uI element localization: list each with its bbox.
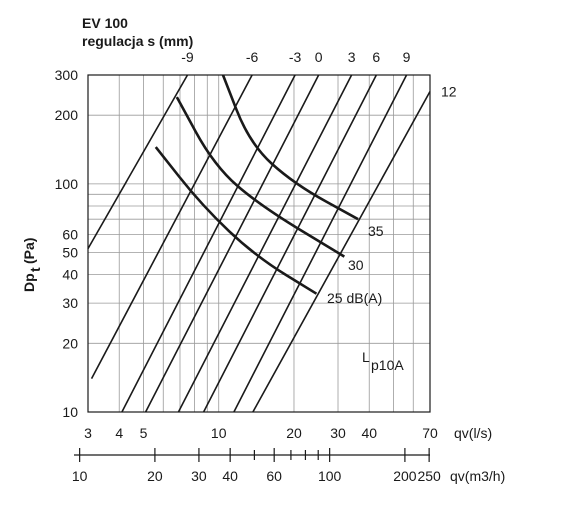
x-axis-label: qv(l/s) — [454, 425, 492, 441]
y-tick-label: 20 — [62, 335, 78, 351]
x-tick-label: 4 — [115, 425, 123, 441]
x2-tick-label: 30 — [191, 468, 207, 484]
x-tick-label: 30 — [330, 425, 346, 441]
y-axis-label: Dp t (Pa) — [21, 238, 43, 292]
x-tick-label: 10 — [211, 425, 227, 441]
noise-level-label: L p10A — [362, 349, 404, 373]
setting-label: 6 — [372, 49, 380, 65]
x2-tick-label: 60 — [266, 468, 282, 484]
x-tick-label: 20 — [286, 425, 302, 441]
y-tick-label: 100 — [55, 176, 79, 192]
setting-label: 0 — [315, 49, 323, 65]
setting-label: -3 — [289, 49, 302, 65]
setting-label: -9 — [181, 49, 194, 65]
y-tick-label: 10 — [62, 404, 78, 420]
y-tick-label: 200 — [55, 107, 79, 123]
noise-curve-label: 25 dB(A) — [327, 290, 382, 306]
setting-label: -6 — [246, 49, 259, 65]
axis-layer: 10 20 30 40 50 60 100 200 300 3 4 5 10 20 30 40 70 10 20 30… — [55, 67, 441, 484]
x2-tick-label: 20 — [147, 468, 163, 484]
x2-tick-label: 40 — [222, 468, 238, 484]
noise-curve-label: 35 — [368, 223, 384, 239]
setting-label: 9 — [403, 49, 411, 65]
series-layer — [87, 74, 431, 413]
plot-frame — [87, 74, 431, 413]
noise-level-label-main: L — [362, 349, 370, 365]
setting-line — [144, 74, 320, 413]
y-tick-label: 30 — [62, 295, 78, 311]
setting-line — [90, 74, 253, 380]
noise-curve — [221, 74, 359, 221]
setting-line — [202, 74, 378, 413]
label-layer: -9 -6 -3 0 3 6 9 12 25 dB(A) 30 35 — [181, 49, 457, 306]
x-tick-label: 40 — [361, 425, 377, 441]
x2-tick-label: 250 — [417, 468, 441, 484]
y-axis-label-unit: (Pa) — [21, 238, 37, 264]
y-tick-label: 300 — [55, 67, 79, 83]
y-axis-label-subscript: t — [27, 267, 43, 272]
x-tick-label: 70 — [422, 425, 438, 441]
y-tick-label: 60 — [62, 226, 78, 242]
noise-level-label-sub: p10A — [371, 357, 404, 373]
y-axis-label-main: Dp — [21, 273, 37, 292]
chart-subtitle: regulacja s (mm) — [82, 33, 193, 49]
setting-line — [87, 74, 189, 250]
setting-label: 3 — [348, 49, 356, 65]
setting-line — [121, 74, 296, 413]
chart-title: EV 100 — [82, 15, 128, 31]
x2-tick-label: 10 — [72, 468, 88, 484]
x-tick-label: 5 — [140, 425, 148, 441]
x2-axis-label: qv(m3/h) — [450, 468, 505, 484]
y-tick-label: 40 — [62, 267, 78, 283]
setting-line — [177, 74, 353, 413]
setting-label: 12 — [441, 83, 457, 99]
noise-curve — [154, 146, 318, 295]
setting-line — [252, 91, 431, 413]
y-tick-label: 50 — [62, 245, 78, 261]
x-tick-label: 3 — [84, 425, 92, 441]
noise-curve — [175, 96, 346, 258]
noise-curve-label: 30 — [348, 257, 364, 273]
x2-tick-label: 200 — [393, 468, 417, 484]
x2-tick-label: 100 — [318, 468, 342, 484]
